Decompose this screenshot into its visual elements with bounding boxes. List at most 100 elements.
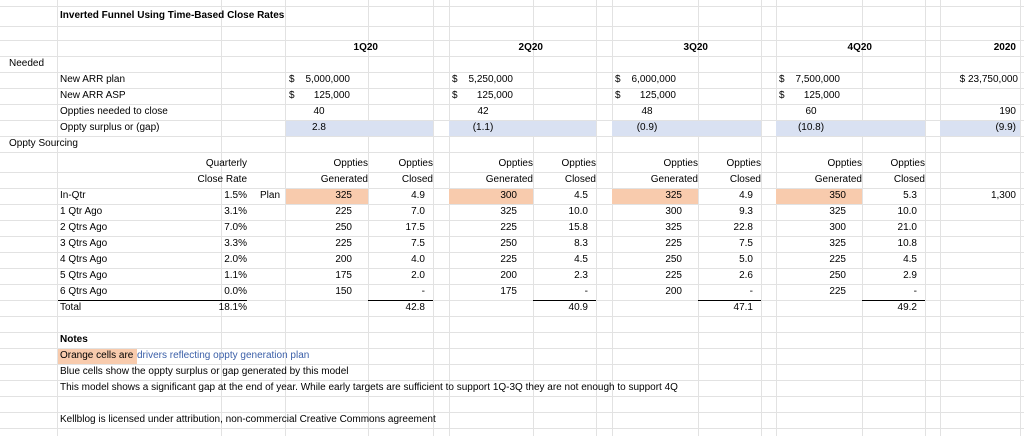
closed-value[interactable]: -	[749, 286, 753, 297]
sheet-title[interactable]: Inverted Funnel Using Time-Based Close R…	[60, 10, 285, 21]
quarter-header-2Q20[interactable]: 2Q20	[518, 42, 543, 53]
closed-value[interactable]: 4.5	[574, 254, 588, 265]
row-label-arr-plan[interactable]: New ARR plan	[60, 74, 126, 85]
closed-value[interactable]: 2.6	[739, 270, 753, 281]
plan-generated-input[interactable]: 350	[829, 190, 846, 201]
generated-value[interactable]: 175	[335, 270, 352, 281]
generated-value[interactable]: 225	[665, 270, 682, 281]
closed-value[interactable]: 7.5	[739, 238, 753, 249]
generated-header-1[interactable]: Oppties	[333, 158, 368, 169]
plan-generated-input[interactable]: 325	[335, 190, 352, 201]
total-closed-value[interactable]: 47.1	[733, 302, 753, 313]
generated-value[interactable]: 300	[829, 222, 846, 233]
closed-header-2[interactable]: Closed	[401, 174, 433, 185]
total-closed-value[interactable]: 42.8	[405, 302, 425, 313]
total-closed-value[interactable]: 40.9	[568, 302, 588, 313]
generated-value[interactable]: 250	[500, 238, 517, 249]
closed-value[interactable]: 10.8	[897, 238, 917, 249]
row-label-surplus[interactable]: Oppty surplus or (gap)	[60, 122, 160, 133]
total-closed-value[interactable]: 49.2	[897, 302, 917, 313]
surplus-value[interactable]: 2.8	[312, 122, 326, 133]
generated-value[interactable]: 300	[665, 206, 682, 217]
row-label-arr-asp[interactable]: New ARR ASP	[60, 90, 126, 101]
currency-symbol[interactable]: $	[615, 90, 621, 101]
section-needed-label[interactable]: Needed	[9, 58, 45, 69]
generated-header-2[interactable]: Generated	[650, 174, 698, 185]
generated-value[interactable]: 225	[335, 238, 352, 249]
oppties-needed-value[interactable]: 48	[641, 106, 653, 117]
arr-plan-value[interactable]: 6,000,000	[631, 74, 677, 85]
currency-symbol[interactable]: $	[452, 74, 458, 85]
surplus-value[interactable]: (1.1)	[472, 122, 494, 133]
surplus-value[interactable]: (0.9)	[636, 122, 658, 133]
arr-plan-year-value[interactable]: $ 23,750,000	[959, 74, 1018, 85]
generated-value[interactable]: 225	[665, 238, 682, 249]
generated-value[interactable]: 200	[665, 286, 682, 297]
closed-header-1[interactable]: Oppties	[561, 158, 596, 169]
closed-value[interactable]: 7.5	[411, 238, 425, 249]
closed-value[interactable]: 5.0	[739, 254, 753, 265]
plan-generated-input[interactable]: 300	[500, 190, 517, 201]
sourcing-row-label[interactable]: 1 Qtr Ago	[60, 206, 103, 217]
closed-value[interactable]: 2.9	[903, 270, 917, 281]
closed-header-2[interactable]: Closed	[893, 174, 925, 185]
arr-asp-value[interactable]: 125,000	[639, 90, 676, 101]
generated-value[interactable]: 225	[829, 286, 846, 297]
closed-value[interactable]: 4.9	[411, 190, 425, 201]
closed-value[interactable]: 4.9	[739, 190, 753, 201]
currency-symbol[interactable]: $	[615, 74, 621, 85]
arr-plan-value[interactable]: 5,000,000	[305, 74, 351, 85]
note-summary[interactable]: This model shows a significant gap at th…	[60, 382, 678, 393]
closed-value[interactable]: 10.0	[568, 206, 588, 217]
surplus-year-value[interactable]: (9.9)	[995, 122, 1016, 133]
closed-header-1[interactable]: Oppties	[726, 158, 761, 169]
total-label[interactable]: Total	[60, 302, 82, 313]
generated-value[interactable]: 325	[665, 222, 682, 233]
currency-symbol[interactable]: $	[452, 90, 458, 101]
sourcing-row-label[interactable]: 2 Qtrs Ago	[60, 222, 108, 233]
generated-value[interactable]: 150	[335, 286, 352, 297]
sourcing-row-label[interactable]: 3 Qtrs Ago	[60, 238, 108, 249]
closed-value[interactable]: -	[421, 286, 425, 297]
oppties-needed-value[interactable]: 60	[805, 106, 817, 117]
closed-value[interactable]: 8.3	[574, 238, 588, 249]
row-label-oppties-needed[interactable]: Oppties needed to close	[60, 106, 168, 117]
year-header[interactable]: 2020	[993, 42, 1016, 53]
note-orange-suffix[interactable]: drivers reflecting oppty generation plan	[137, 350, 310, 361]
currency-symbol[interactable]: $	[779, 74, 785, 85]
generated-value[interactable]: 250	[665, 254, 682, 265]
closed-value[interactable]: 15.8	[568, 222, 588, 233]
close-rate-value[interactable]: 0.0%	[224, 286, 247, 297]
notes-heading[interactable]: Notes	[60, 334, 88, 345]
closed-value[interactable]: 17.5	[405, 222, 425, 233]
closed-value[interactable]: 4.5	[574, 190, 588, 201]
generated-header-1[interactable]: Oppties	[498, 158, 533, 169]
oppties-needed-year-value[interactable]: 190	[999, 106, 1016, 117]
closed-value[interactable]: -	[913, 286, 917, 297]
generated-header-1[interactable]: Oppties	[827, 158, 862, 169]
oppties-needed-value[interactable]: 42	[477, 106, 489, 117]
generated-header-1[interactable]: Oppties	[663, 158, 698, 169]
closed-value[interactable]: 4.0	[411, 254, 425, 265]
generated-year-value[interactable]: 1,300	[990, 190, 1016, 201]
section-sourcing-label[interactable]: Oppty Sourcing	[9, 138, 78, 149]
license-note[interactable]: Kellblog is licensed under attribution, …	[60, 414, 436, 425]
quarter-header-1Q20[interactable]: 1Q20	[353, 42, 378, 53]
quarter-header-3Q20[interactable]: 3Q20	[683, 42, 708, 53]
generated-value[interactable]: 200	[500, 270, 517, 281]
generated-header-2[interactable]: Generated	[485, 174, 533, 185]
arr-plan-value[interactable]: 5,250,000	[468, 74, 514, 85]
closed-value[interactable]: 22.8	[733, 222, 753, 233]
arr-plan-value[interactable]: 7,500,000	[795, 74, 841, 85]
closed-value[interactable]: 4.5	[903, 254, 917, 265]
generated-value[interactable]: 200	[335, 254, 352, 265]
closed-value[interactable]: -	[584, 286, 588, 297]
generated-value[interactable]: 325	[829, 238, 846, 249]
note-orange-prefix[interactable]: Orange cells are	[60, 350, 134, 361]
generated-value[interactable]: 225	[335, 206, 352, 217]
quarter-header-4Q20[interactable]: 4Q20	[847, 42, 872, 53]
close-rate-value[interactable]: 2.0%	[224, 254, 247, 265]
generated-value[interactable]: 325	[500, 206, 517, 217]
close-rate-value[interactable]: 3.3%	[224, 238, 247, 249]
